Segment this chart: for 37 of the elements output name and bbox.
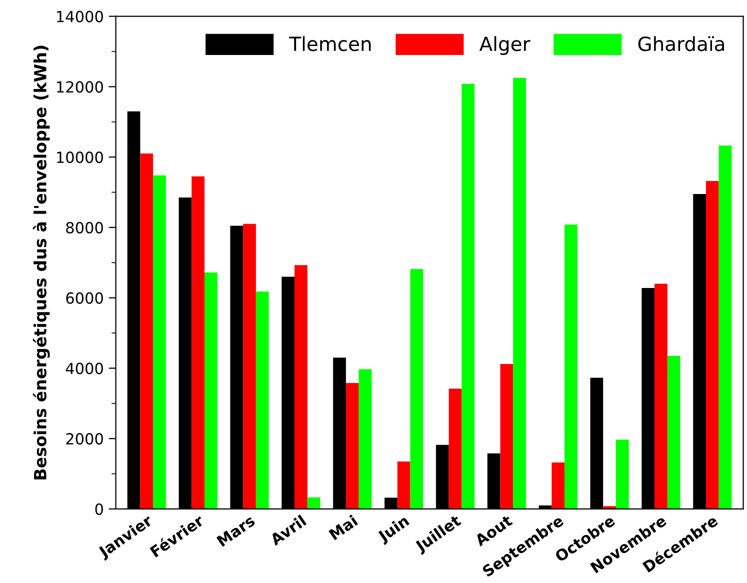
y-tick-label: 4000 [66,362,103,374]
bar [667,356,680,509]
y-axis-title: Besoins énergétiques dus à l'enveloppe (kWh) [32,46,50,480]
bar [462,84,475,509]
y-tick-label: 8000 [66,222,103,234]
bar [358,369,372,509]
y-tick-label: 12000 [57,81,103,93]
bar [397,461,410,509]
bar [616,440,629,509]
bar [448,388,462,509]
bar [153,175,166,509]
bar [140,154,154,509]
bar [192,176,205,509]
x-tick-label: Mai [328,514,358,540]
bar [706,181,719,509]
bar [256,291,269,509]
legend-label: Alger [479,36,530,55]
bar [204,272,218,509]
y-tick-label: 2000 [66,433,103,445]
y-tick-label: 14000 [57,10,103,22]
bar [243,224,256,509]
bar [654,284,668,509]
legend-label: Tlemcen [289,36,371,52]
legend-label: Ghardaïa [638,36,724,52]
bar [603,506,616,509]
bar [564,224,578,509]
bar [500,364,514,509]
bar [410,268,424,509]
bar [552,462,565,509]
y-tick-label: 0 [95,503,103,515]
bar [513,78,526,509]
bar [307,497,320,509]
bar [346,382,359,509]
y-tick-label: 6000 [66,292,103,304]
y-tick-label: 10000 [57,152,103,164]
bar [294,265,308,509]
bar [718,145,732,509]
